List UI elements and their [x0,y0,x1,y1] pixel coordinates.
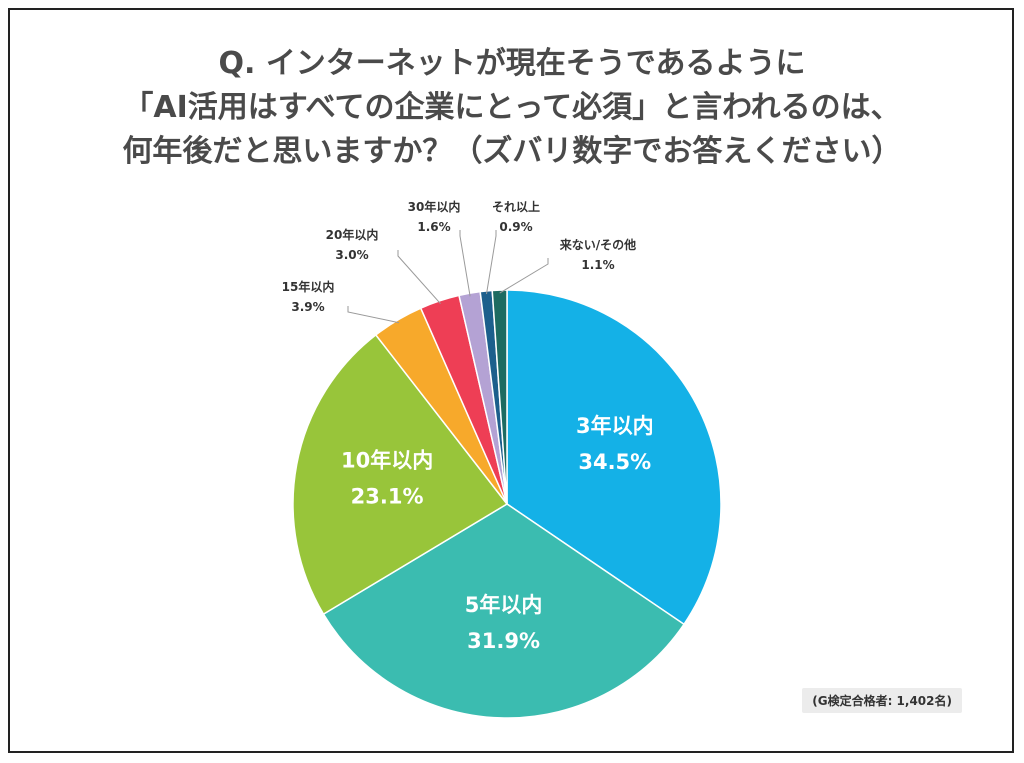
slice-value-8: 1.1% [581,258,614,272]
slice-value-1: 34.5% [578,450,651,474]
slice-label-8: 来ない/その他 [559,237,636,252]
pie-slice-8 [491,289,508,505]
slice-label-3: 10年以内 [341,449,433,473]
slice-value-2: 31.9% [467,629,540,653]
slice-value-6: 1.6% [417,220,450,234]
chart-title: Q. インターネットが現在そうであるように 「AI活用はすべての企業にとって必須… [0,42,1024,174]
leader-line-4 [347,306,400,324]
chart-title-line-3: 何年後だと思いますか？（ズバリ数字でお答えください） [122,134,902,169]
pie-slice-3 [292,333,509,616]
pie-slice-2 [322,503,686,719]
slice-label-4: 15年以内 [282,279,335,294]
slice-value-5: 3.0% [335,248,368,262]
chart-title-line-2: 「AI活用はすべての企業にとって必須」と言われるのは、 [123,90,901,125]
leader-line-6 [459,230,471,297]
slice-label-6: 30年以内 [408,199,461,214]
leader-line-8 [499,258,549,294]
slice-value-4: 3.9% [291,300,324,314]
slice-value-7: 0.9% [499,220,532,234]
slice-value-3: 23.1% [351,485,424,509]
slice-label-2: 5年以内 [465,593,543,617]
slice-label-1: 3年以内 [576,414,654,438]
slice-label-7: それ以上 [492,199,540,214]
slice-label-5: 20年以内 [326,227,379,242]
chart-title-line-1: Q. インターネットが現在そうであるように [218,46,806,81]
pie-slice-1 [506,289,722,626]
leader-line-5 [397,250,441,305]
sample-note: (G検定合格者: 1,402名) [802,688,962,713]
leader-line-7 [486,230,497,295]
